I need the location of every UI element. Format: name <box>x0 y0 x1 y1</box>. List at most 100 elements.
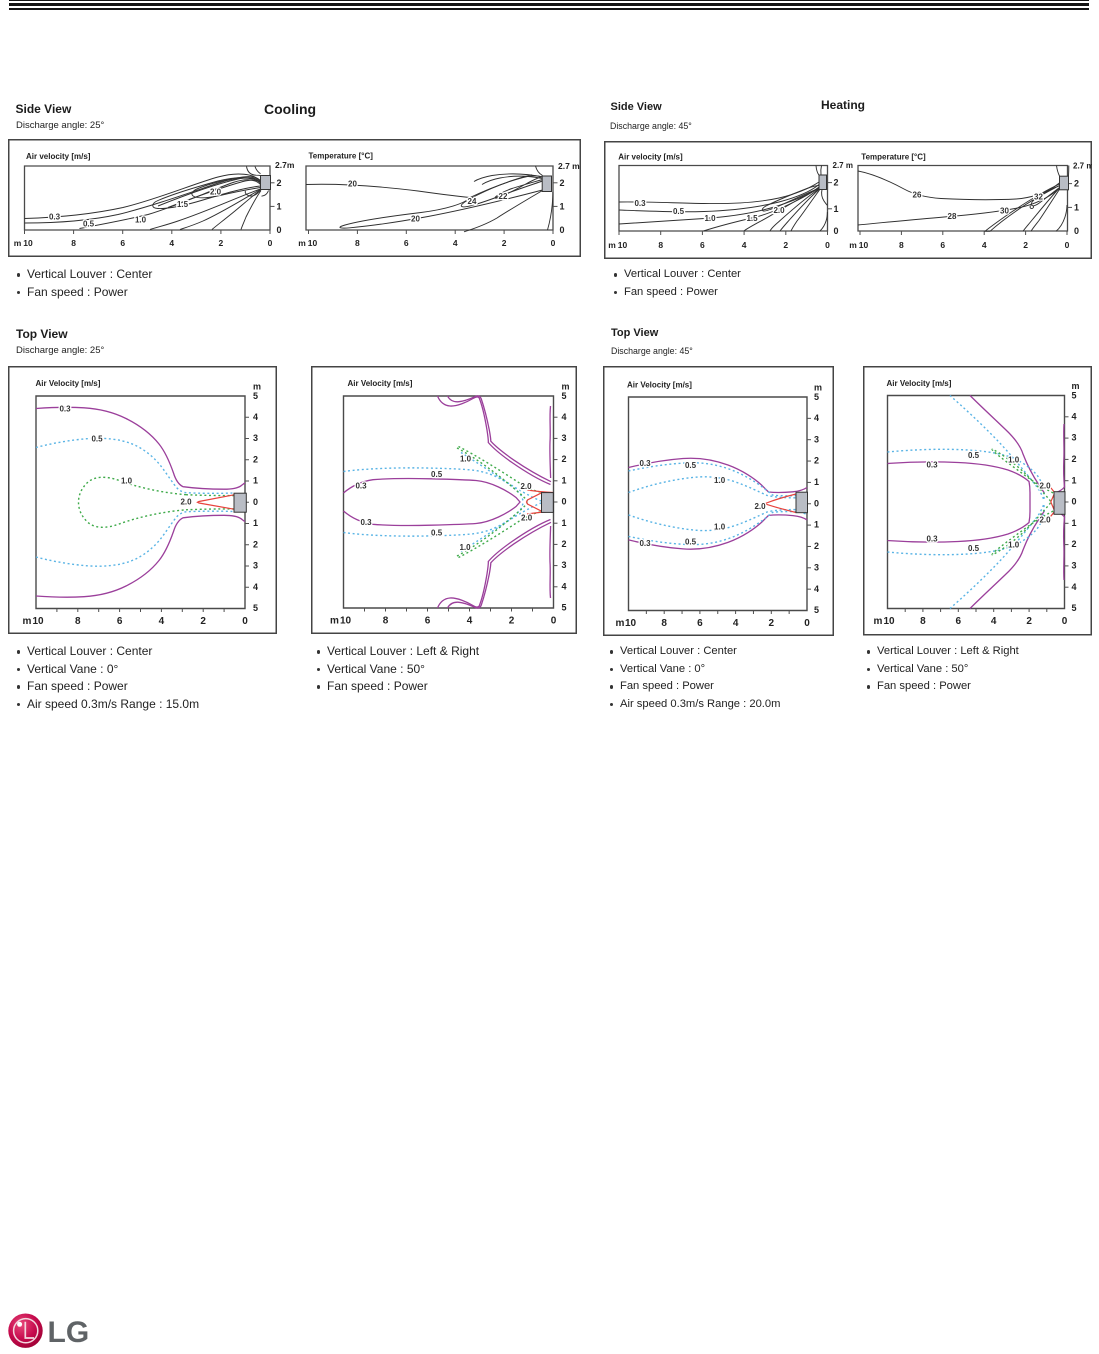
svg-text:2: 2 <box>1026 616 1032 627</box>
svg-text:3: 3 <box>814 562 819 572</box>
svg-text:0: 0 <box>1062 616 1068 627</box>
svg-text:1: 1 <box>834 204 839 214</box>
svg-text:5: 5 <box>253 603 258 613</box>
svg-text:2: 2 <box>277 178 282 188</box>
svg-text:0: 0 <box>834 226 839 236</box>
svg-text:22: 22 <box>499 192 508 201</box>
svg-text:2.7m: 2.7m <box>275 160 295 170</box>
svg-text:1: 1 <box>277 201 282 211</box>
svg-text:4: 4 <box>562 581 567 591</box>
svg-text:0: 0 <box>253 497 258 507</box>
svg-text:m: m <box>616 618 625 629</box>
svg-text:m: m <box>562 382 570 392</box>
svg-text:0: 0 <box>825 240 830 250</box>
svg-text:8: 8 <box>661 618 667 629</box>
svg-text:1.0: 1.0 <box>1008 540 1020 549</box>
svg-text:m: m <box>814 383 822 393</box>
svg-text:10: 10 <box>23 238 33 248</box>
svg-text:0.3: 0.3 <box>639 459 651 468</box>
svg-text:2: 2 <box>253 454 258 464</box>
svg-text:3: 3 <box>1072 433 1077 443</box>
svg-text:0: 0 <box>1065 240 1070 250</box>
svg-text:5: 5 <box>1072 391 1077 401</box>
svg-text:2: 2 <box>502 238 507 248</box>
svg-text:2: 2 <box>769 618 775 629</box>
svg-text:0.5: 0.5 <box>431 529 443 538</box>
svg-text:10: 10 <box>340 616 352 627</box>
svg-text:3: 3 <box>253 561 258 571</box>
svg-text:4: 4 <box>562 412 567 422</box>
svg-text:5: 5 <box>562 391 567 401</box>
svg-text:4: 4 <box>1072 582 1077 592</box>
svg-text:0: 0 <box>277 225 282 235</box>
svg-text:10: 10 <box>32 616 44 627</box>
svg-text:2.7 m: 2.7 m <box>1073 162 1092 171</box>
svg-text:0: 0 <box>560 225 565 235</box>
svg-text:0: 0 <box>1074 226 1079 236</box>
svg-text:Air Velocity [m/s]: Air Velocity [m/s] <box>348 379 413 388</box>
svg-text:10: 10 <box>883 616 895 627</box>
svg-text:2: 2 <box>200 616 206 627</box>
svg-text:1.0: 1.0 <box>459 543 471 552</box>
svg-text:2.0: 2.0 <box>1039 516 1051 525</box>
svg-text:0.5: 0.5 <box>431 470 443 479</box>
svg-text:4: 4 <box>742 240 747 250</box>
svg-text:2: 2 <box>834 178 839 188</box>
svg-text:8: 8 <box>383 616 389 627</box>
svg-text:0: 0 <box>1072 497 1077 507</box>
svg-text:m: m <box>874 616 883 627</box>
svg-text:0.3: 0.3 <box>634 199 646 208</box>
svg-text:2: 2 <box>1023 240 1028 250</box>
svg-text:2.0: 2.0 <box>180 498 192 507</box>
svg-text:2.0: 2.0 <box>773 206 785 215</box>
svg-text:0.3: 0.3 <box>639 539 651 548</box>
svg-text:4: 4 <box>159 616 165 627</box>
svg-text:20: 20 <box>411 215 420 224</box>
svg-text:2.0: 2.0 <box>1039 482 1051 491</box>
svg-text:0: 0 <box>268 238 273 248</box>
svg-text:LG: LG <box>48 1316 90 1349</box>
svg-text:3: 3 <box>562 560 567 570</box>
svg-text:2.0: 2.0 <box>754 502 766 511</box>
svg-text:4: 4 <box>1072 411 1077 421</box>
svg-text:Air Velocity [m/s]: Air Velocity [m/s] <box>887 379 952 388</box>
svg-text:1.0: 1.0 <box>714 523 726 532</box>
svg-text:20: 20 <box>348 180 357 189</box>
svg-text:8: 8 <box>75 616 81 627</box>
svg-text:Temperature [°C]: Temperature [°C] <box>861 152 926 161</box>
svg-text:0.5: 0.5 <box>968 544 980 553</box>
svg-text:1: 1 <box>562 475 567 485</box>
svg-text:2.0: 2.0 <box>520 482 532 491</box>
svg-text:2: 2 <box>1072 539 1077 549</box>
svg-text:4: 4 <box>733 618 739 629</box>
svg-text:2: 2 <box>1072 454 1077 464</box>
svg-text:0.3: 0.3 <box>926 535 938 544</box>
svg-text:1.0: 1.0 <box>1008 456 1020 465</box>
svg-text:4: 4 <box>814 584 819 594</box>
svg-text:0: 0 <box>242 616 248 627</box>
svg-text:3: 3 <box>1072 561 1077 571</box>
svg-text:2: 2 <box>1074 179 1079 189</box>
svg-text:0.5: 0.5 <box>83 220 95 229</box>
svg-text:1.0: 1.0 <box>121 477 133 486</box>
svg-text:3: 3 <box>814 434 819 444</box>
svg-text:2: 2 <box>219 238 224 248</box>
svg-text:m: m <box>253 382 261 392</box>
svg-text:Temperature [°C]: Temperature [°C] <box>309 152 374 161</box>
svg-text:2.7 m: 2.7 m <box>558 161 580 171</box>
svg-text:1: 1 <box>560 201 565 211</box>
svg-text:2.0: 2.0 <box>210 188 222 197</box>
svg-text:2.7 m: 2.7 m <box>833 161 853 170</box>
svg-text:6: 6 <box>117 616 123 627</box>
svg-text:1.0: 1.0 <box>714 476 726 485</box>
svg-text:Air velocity [m/s]: Air velocity [m/s] <box>618 152 683 161</box>
svg-text:m: m <box>23 616 32 627</box>
svg-text:6: 6 <box>120 238 125 248</box>
svg-text:m: m <box>14 238 22 248</box>
svg-text:0: 0 <box>804 618 810 629</box>
svg-text:30: 30 <box>1000 207 1009 216</box>
svg-text:Air Velocity [m/s]: Air Velocity [m/s] <box>36 379 101 388</box>
svg-text:3: 3 <box>253 433 258 443</box>
svg-text:6: 6 <box>425 616 431 627</box>
svg-text:0.3: 0.3 <box>926 461 938 470</box>
